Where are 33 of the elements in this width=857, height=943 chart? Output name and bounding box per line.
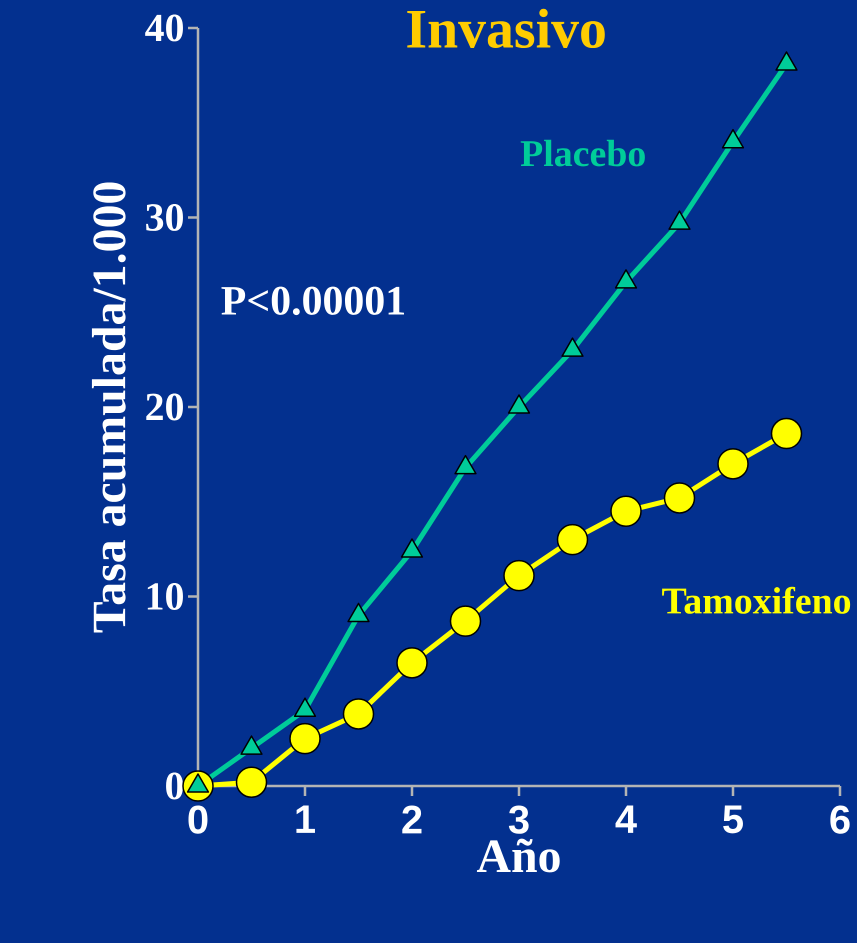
x-tick-label: 2 — [402, 806, 422, 834]
point — [508, 394, 530, 414]
point — [289, 722, 321, 754]
point — [775, 51, 798, 71]
point — [614, 269, 638, 289]
y-tick-label: 0 — [166, 772, 183, 800]
x-tick-label: 0 — [188, 806, 208, 834]
point — [610, 495, 642, 527]
x-tick-label: 5 — [723, 806, 743, 834]
point — [396, 647, 428, 679]
x-tick-label: 6 — [830, 806, 850, 834]
x-axis-title: Año — [476, 838, 560, 872]
chart-title: Invasivo — [407, 8, 605, 48]
y-tick-label: 20 — [146, 394, 183, 420]
annotation: P<0.00001 — [222, 286, 404, 316]
y-axis-title: Tasa acumulada/1.000 — [92, 182, 126, 633]
series-label: Placebo — [520, 140, 645, 166]
x-tick-label: 1 — [296, 806, 315, 833]
x-tick-label: 3 — [508, 806, 529, 834]
point — [668, 210, 691, 230]
y-tick-label: 40 — [145, 14, 183, 42]
y-tick-label: 10 — [148, 583, 183, 610]
point — [561, 337, 584, 357]
point — [664, 482, 696, 514]
point — [450, 605, 482, 637]
point — [556, 524, 588, 556]
series-label: Tamoxifeno — [662, 586, 850, 614]
y-tick-label: 30 — [146, 204, 183, 231]
point — [236, 766, 268, 798]
point — [342, 698, 374, 730]
point — [503, 560, 535, 592]
x-tick-label: 4 — [616, 806, 637, 833]
point — [722, 128, 744, 148]
